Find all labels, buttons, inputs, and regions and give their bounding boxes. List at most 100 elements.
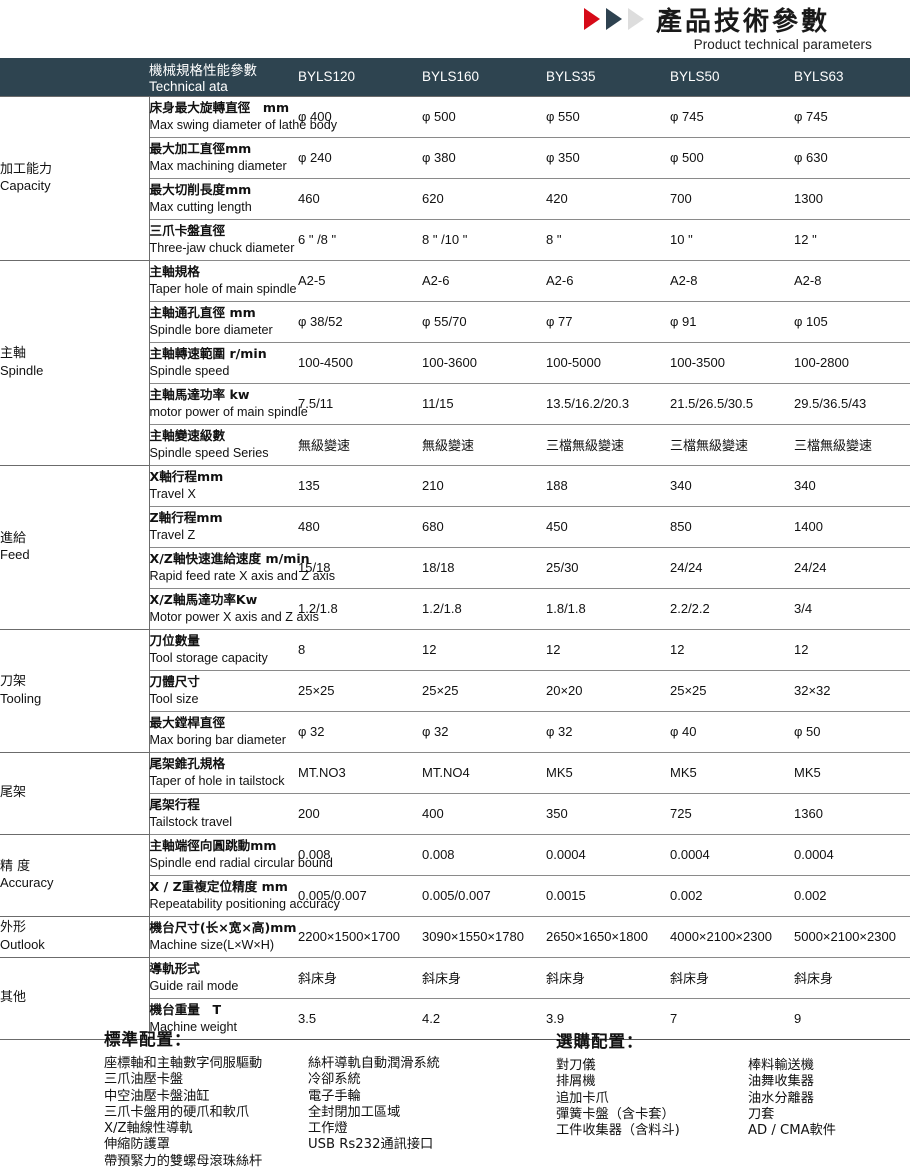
table-row: X/Z軸快速進給速度 m/min Rapid feed rate X axis a… xyxy=(0,547,910,589)
config-list-item: 帶預緊力的雙螺母滾珠絲杆 xyxy=(104,1153,263,1169)
value-cell-BYLS120: 6 " /8 " xyxy=(298,219,422,261)
config-list-item: 中空油壓卡盤油缸 xyxy=(104,1088,210,1104)
triangle-red-icon xyxy=(584,8,600,30)
header-parameter: 機械規格性能參數 Technical ata xyxy=(149,58,298,96)
specification-table: 機械規格性能參數 Technical ata BYLS120 BYLS160 B… xyxy=(0,58,910,1040)
config-list-item: 座標軸和主軸數字伺服驅動 xyxy=(104,1056,263,1071)
config-list-item: AD / CMA軟件 xyxy=(748,1123,836,1139)
value-cell-BYLS63: 12 " xyxy=(794,219,910,261)
value-cell-BYLS160: 210 xyxy=(422,465,546,507)
value-cell-BYLS50: φ 91 xyxy=(670,301,794,343)
parameter-name-cell: 主軸規格 Taper hole of main spindle xyxy=(149,260,298,302)
parameter-label-cn: 主軸規格 xyxy=(149,264,200,280)
value-cell-BYLS160: 25×25 xyxy=(422,670,546,712)
table-row: 三爪卡盤直徑 Three-jaw chuck diameter 6 " /8 " 8 … xyxy=(0,219,910,261)
value-cell-BYLS35: φ 32 xyxy=(546,711,670,753)
value-cell-BYLS160: φ 32 xyxy=(422,711,546,753)
parameter-label-en: Tailstock travel xyxy=(149,814,233,829)
parameter-label-cn: 床身最大旋轉直徑 mm xyxy=(149,100,290,116)
value-cell-BYLS63: 5000×2100×2300 xyxy=(794,916,910,958)
value-cell-BYLS35: φ 550 xyxy=(546,95,670,138)
value-cell-BYLS50: 三檔無級變速 xyxy=(670,424,794,466)
category-label-cn: 其他 xyxy=(0,989,27,1005)
page-title-cn: 產品技術參數 xyxy=(656,6,831,37)
category-label-en: Accuracy xyxy=(0,875,54,890)
parameter-label-en: Machine size(L×W×H) xyxy=(149,937,275,952)
value-cell-BYLS63: 24/24 xyxy=(794,547,910,589)
table-row: 主軸通孔直徑 mm Spindle bore diameter φ 38/52 φ 5… xyxy=(0,301,910,343)
config-list-item: 電子手輪 xyxy=(308,1088,361,1104)
config-list-item: USB Rs232通訊接口 xyxy=(308,1137,434,1153)
row-category-6: 精 度 Accuracy xyxy=(0,834,150,917)
value-cell-BYLS160: A2-6 xyxy=(422,260,546,302)
config-list-item: X/Z軸線性導軌 xyxy=(104,1121,193,1137)
value-cell-BYLS35: 2650×1650×1800 xyxy=(546,916,670,958)
header-category-blank xyxy=(0,58,149,96)
parameter-label-cn: 三爪卡盤直徑 xyxy=(149,223,226,239)
category-label-en: Capacity xyxy=(0,178,51,193)
value-cell-BYLS160: 斜床身 xyxy=(422,957,546,999)
parameter-label-cn: 尾架行程 xyxy=(149,797,200,813)
parameter-label-cn: 最大切削長度mm xyxy=(149,182,252,198)
parameter-name-cell: 主軸端徑向圓跳動mm Spindle end radial circular bo… xyxy=(149,834,333,876)
table-head: 機械規格性能參數 Technical ata BYLS120 BYLS160 B… xyxy=(0,58,910,96)
value-cell-BYLS160: 1.2/1.8 xyxy=(422,588,546,630)
category-label-cn: 加工能力 xyxy=(0,161,53,177)
triangle-navy-icon xyxy=(606,8,622,30)
value-cell-BYLS63: 1400 xyxy=(794,506,910,548)
value-cell-BYLS160: 11/15 xyxy=(422,383,546,425)
parameter-label-cn: 刀體尺寸 xyxy=(149,674,200,690)
category-label-cn: 進給 xyxy=(0,530,27,546)
parameter-name-cell: 主軸通孔直徑 mm Spindle bore diameter xyxy=(149,301,298,343)
category-label-cn: 外形 xyxy=(0,920,27,936)
parameter-name-cell: X / Z重複定位精度 mm Repeatability positioning … xyxy=(149,875,340,917)
value-cell-BYLS63: A2-8 xyxy=(794,260,910,302)
parameter-name-cell: 最大鏜桿直徑 Max boring bar diameter xyxy=(149,711,298,753)
parameter-label-cn: X/Z軸快速進給速度 m/min xyxy=(149,551,310,567)
value-cell-BYLS160: 100-3600 xyxy=(422,342,546,384)
value-cell-BYLS50: MK5 xyxy=(670,752,794,794)
value-cell-BYLS50: 2.2/2.2 xyxy=(670,588,794,630)
config-list-item: 三爪油壓卡盤 xyxy=(104,1072,184,1088)
value-cell-BYLS63: 29.5/36.5/43 xyxy=(794,383,910,425)
header-parameter-en: Technical ata xyxy=(149,79,228,95)
value-cell-BYLS50: 12 xyxy=(670,629,794,671)
value-cell-BYLS63: 0.0004 xyxy=(794,834,910,876)
value-cell-BYLS50: φ 745 xyxy=(670,95,794,138)
parameter-name-cell: 導軌形式 Guide rail mode xyxy=(149,957,298,999)
value-cell-BYLS160: 4.2 xyxy=(422,998,546,1040)
value-cell-BYLS160: 0.005/0.007 xyxy=(422,875,546,917)
table-row: 主軸馬達功率 kw motor power of main spindle 7.5/… xyxy=(0,383,910,425)
parameter-label-en: motor power of main spindle xyxy=(149,404,308,419)
parameter-name-cell: 刀體尺寸 Tool size xyxy=(149,670,298,712)
value-cell-BYLS35: 3.9 xyxy=(546,998,670,1040)
value-cell-BYLS35: 188 xyxy=(546,465,670,507)
standard-config-column-2: 絲杆導軌自動潤滑系統 冷卻系統 電子手輪 全封閉加工區域 工作燈 USB Rs232通訊接… xyxy=(308,1056,440,1154)
value-cell-BYLS63: φ 50 xyxy=(794,711,910,753)
parameter-label-en: Taper of hole in tailstock xyxy=(149,773,285,788)
table-row: 最大加工直徑mm Max machining diameter φ 240 φ 380… xyxy=(0,137,910,179)
parameter-name-cell: X/Z軸快速進給速度 m/min Rapid feed rate X axis a… xyxy=(149,547,335,589)
value-cell-BYLS63: MK5 xyxy=(794,752,910,794)
category-label-cn: 主軸 xyxy=(0,346,27,362)
value-cell-BYLS50: A2-8 xyxy=(670,260,794,302)
value-cell-BYLS120: 100-4500 xyxy=(298,342,422,384)
value-cell-BYLS120: 460 xyxy=(298,178,422,220)
page-title-block: 產品技術參數 Product technical parameters xyxy=(584,2,874,52)
value-cell-BYLS35: A2-6 xyxy=(546,260,670,302)
value-cell-BYLS63: φ 105 xyxy=(794,301,910,343)
table-row: 其他 導軌形式 Guide rail mode 斜床身 斜床身 斜床身 斜床身 斜床身 xyxy=(0,957,910,1040)
config-list-item: 全封閉加工區域 xyxy=(308,1104,401,1120)
header-col-byls63: BYLS63 xyxy=(794,69,844,85)
parameter-name-cell: 機台尺寸(长×宽×高)mm Machine size(L×W×H) xyxy=(149,916,298,958)
parameter-label-en: Travel X xyxy=(149,486,196,501)
table-row: 主軸轉速範圍 r/min Spindle speed 100-4500 100-360… xyxy=(0,342,910,384)
table-row: 刀體尺寸 Tool size 25×25 25×25 20×20 25×25 32×32 xyxy=(0,670,910,712)
value-cell-BYLS120: MT.NO3 xyxy=(298,752,422,794)
parameter-name-cell: 主軸變速級數 Spindle speed Series xyxy=(149,424,298,466)
parameter-label-en: Tool storage capacity xyxy=(149,650,268,665)
value-cell-BYLS120: φ 400 xyxy=(298,95,422,138)
parameter-label-en: Guide rail mode xyxy=(149,978,239,993)
category-label-cn: 刀架 xyxy=(0,674,27,690)
value-cell-BYLS120: 斜床身 xyxy=(298,957,422,999)
